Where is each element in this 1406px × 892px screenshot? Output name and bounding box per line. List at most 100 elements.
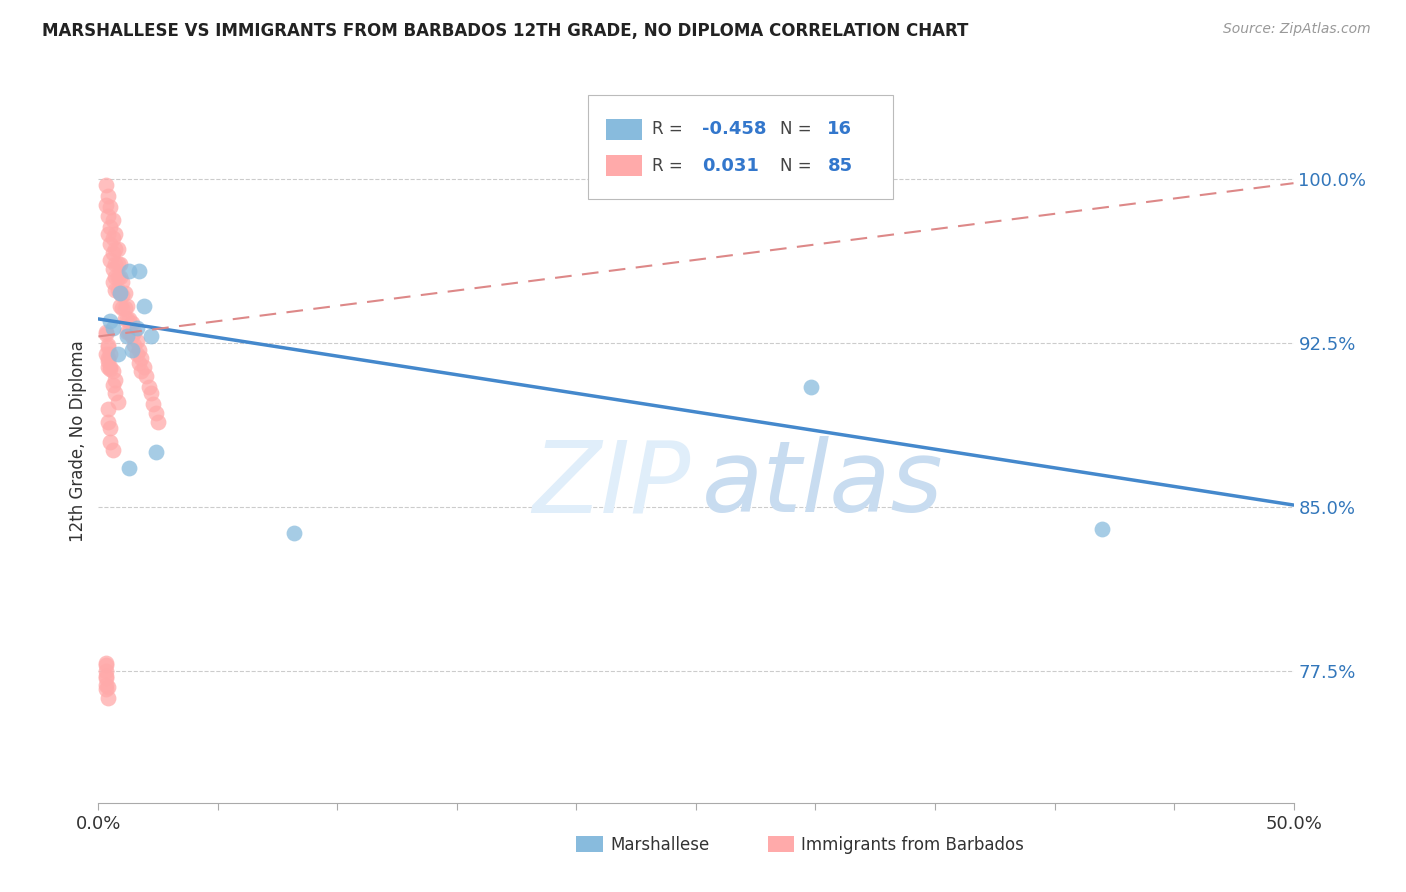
Point bbox=[114, 285, 136, 300]
Point bbox=[111, 288, 134, 302]
Point bbox=[145, 445, 167, 459]
Point bbox=[114, 301, 136, 315]
Point bbox=[107, 347, 129, 361]
Text: Immigrants from Barbados: Immigrants from Barbados bbox=[801, 836, 1024, 854]
Point bbox=[124, 338, 146, 352]
Text: N =: N = bbox=[779, 156, 817, 175]
Point bbox=[108, 285, 131, 300]
Point bbox=[98, 237, 122, 252]
Point bbox=[142, 397, 165, 411]
Point bbox=[97, 209, 120, 223]
Point bbox=[121, 343, 143, 357]
Point bbox=[128, 356, 150, 370]
Point bbox=[101, 275, 124, 289]
Point bbox=[131, 351, 153, 366]
Point bbox=[94, 178, 117, 193]
FancyBboxPatch shape bbox=[589, 95, 893, 200]
Point bbox=[94, 669, 117, 683]
Point bbox=[104, 242, 127, 256]
Point bbox=[107, 284, 129, 298]
Point bbox=[98, 421, 122, 435]
Point bbox=[101, 320, 124, 334]
Point bbox=[97, 227, 120, 241]
Point bbox=[135, 368, 157, 383]
Point bbox=[94, 677, 117, 691]
Point bbox=[94, 325, 117, 339]
Point bbox=[97, 351, 120, 366]
Point bbox=[108, 299, 131, 313]
Point bbox=[107, 242, 129, 256]
Point bbox=[111, 301, 134, 315]
Point bbox=[132, 299, 155, 313]
Point bbox=[97, 360, 120, 375]
Point bbox=[138, 380, 160, 394]
Y-axis label: 12th Grade, No Diploma: 12th Grade, No Diploma bbox=[69, 341, 87, 542]
Text: -0.458: -0.458 bbox=[702, 120, 766, 138]
Point bbox=[101, 443, 124, 458]
Point bbox=[104, 373, 127, 387]
Point bbox=[121, 329, 143, 343]
Point bbox=[115, 312, 138, 326]
Point bbox=[139, 329, 162, 343]
Point bbox=[139, 386, 162, 401]
Text: Marshallese: Marshallese bbox=[610, 836, 709, 854]
Point bbox=[108, 285, 131, 300]
Text: ZIP: ZIP bbox=[531, 436, 690, 533]
Point bbox=[115, 325, 138, 339]
Point bbox=[101, 213, 124, 227]
Point bbox=[104, 227, 127, 241]
Point bbox=[94, 681, 117, 696]
Text: atlas: atlas bbox=[702, 436, 943, 533]
Point bbox=[94, 671, 117, 685]
Point bbox=[118, 312, 141, 326]
Point bbox=[101, 377, 124, 392]
Point bbox=[125, 320, 148, 334]
Point bbox=[131, 364, 153, 378]
Point bbox=[97, 680, 120, 694]
Point bbox=[107, 270, 129, 285]
Point bbox=[98, 252, 122, 267]
Point bbox=[101, 231, 124, 245]
Point bbox=[148, 415, 170, 429]
Point bbox=[1091, 522, 1114, 536]
Point bbox=[97, 353, 120, 368]
Point bbox=[128, 343, 150, 357]
Point bbox=[115, 299, 138, 313]
Point bbox=[101, 246, 124, 260]
Point bbox=[111, 275, 134, 289]
Point bbox=[118, 325, 141, 339]
Point bbox=[118, 460, 141, 475]
Point bbox=[104, 386, 127, 401]
Bar bbox=[768, 836, 794, 852]
Point bbox=[124, 325, 146, 339]
Point bbox=[97, 401, 120, 416]
Point bbox=[108, 257, 131, 271]
Point bbox=[98, 219, 122, 234]
Point bbox=[97, 690, 120, 705]
Text: 85: 85 bbox=[827, 156, 852, 175]
Point bbox=[118, 264, 141, 278]
Point bbox=[121, 316, 143, 330]
Point bbox=[107, 257, 129, 271]
Point bbox=[108, 270, 131, 285]
Bar bbox=[576, 836, 603, 852]
Point bbox=[101, 261, 124, 276]
Point bbox=[98, 434, 122, 449]
Text: MARSHALLESE VS IMMIGRANTS FROM BARBADOS 12TH GRADE, NO DIPLOMA CORRELATION CHART: MARSHALLESE VS IMMIGRANTS FROM BARBADOS … bbox=[42, 22, 969, 40]
Point bbox=[98, 362, 122, 376]
Point bbox=[98, 347, 122, 361]
Point bbox=[94, 665, 117, 679]
Point bbox=[98, 360, 122, 375]
Point bbox=[94, 198, 117, 212]
Bar bbox=[606, 154, 643, 177]
Point bbox=[97, 415, 120, 429]
Point bbox=[97, 189, 120, 203]
Point bbox=[104, 257, 127, 271]
Point bbox=[98, 314, 122, 328]
Point bbox=[94, 657, 117, 672]
Point bbox=[97, 340, 120, 354]
Point bbox=[94, 656, 117, 670]
Point bbox=[132, 360, 155, 375]
Point bbox=[97, 338, 120, 352]
Point bbox=[283, 526, 305, 541]
